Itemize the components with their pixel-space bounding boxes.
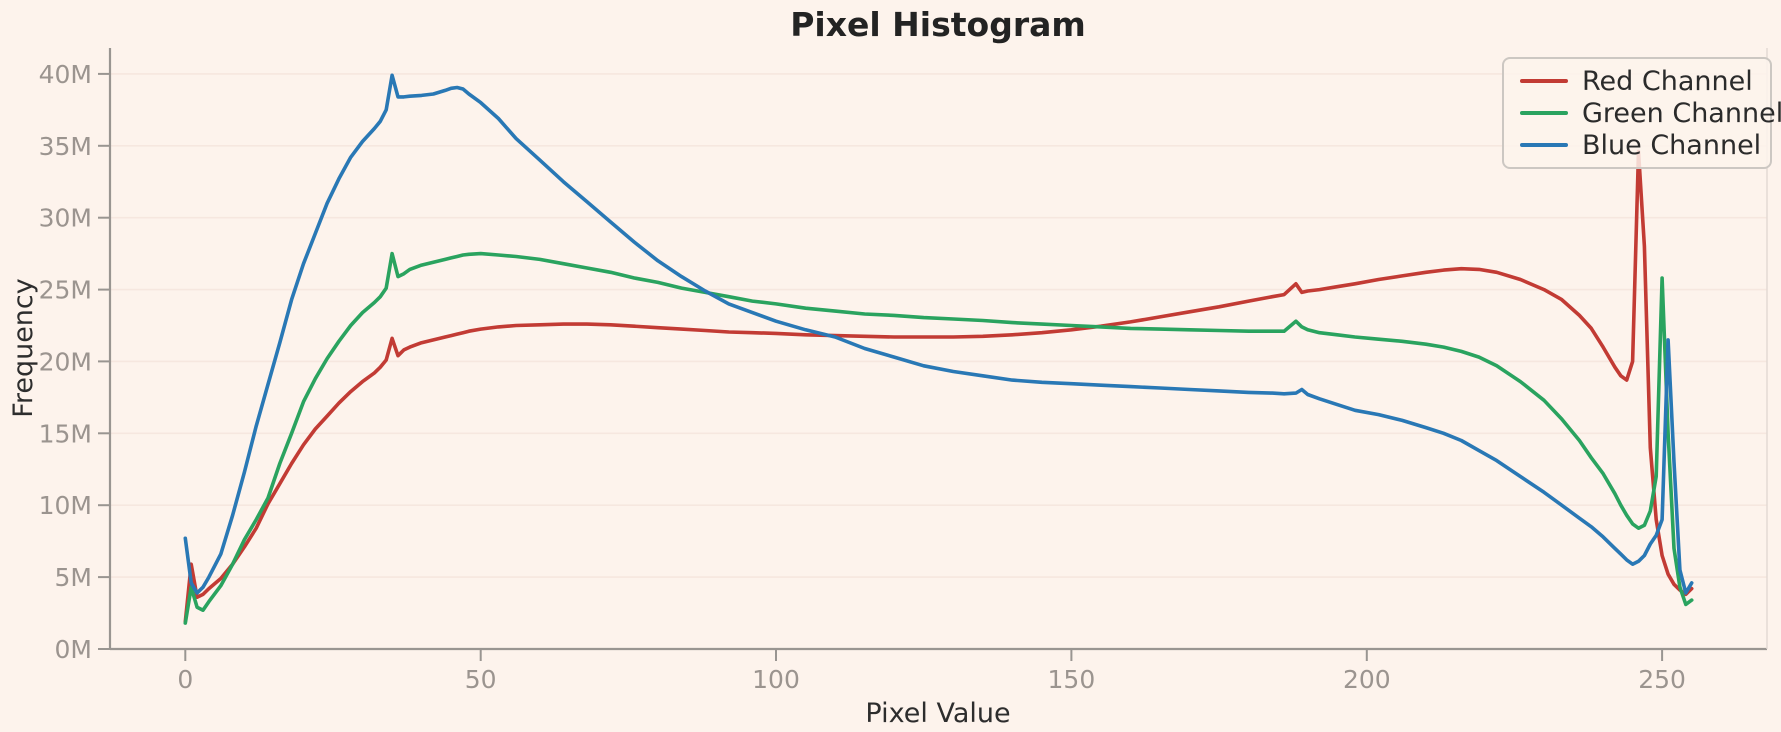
x-tick-label: 150 [1048,665,1096,694]
legend-label-blue: Blue Channel [1582,129,1762,161]
legend-label-red: Red Channel [1582,65,1753,97]
series-line-green-channel [183,251,1694,625]
x-axis-label: Pixel Value [865,698,1010,729]
legend-item-blue: Blue Channel [1520,132,1764,159]
series-line-blue-channel [183,73,1694,595]
y-axis-label: Frequency [8,278,39,418]
y-tick-label: 20M [39,347,92,376]
x-tick-label: 100 [752,665,800,694]
axes: 0M 5M 10M 15M 20M 25M 30M 35M 40M 0 50 100 150 200 250 [39,48,1768,694]
y-tick-label: 40M [39,60,92,89]
legend-item-red: Red Channel [1520,68,1764,95]
blue-line-swatch [1520,143,1568,147]
x-tick-label: 250 [1638,665,1686,694]
y-tick-label: 25M [39,276,92,305]
legend-item-green: Green Channel [1520,100,1781,127]
y-tick-label: 5M [55,563,92,592]
legend-label-green: Green Channel [1582,97,1781,129]
y-tick-label: 10M [39,491,92,520]
green-line-swatch [1520,111,1568,115]
chart-title: Pixel Histogram [790,5,1086,44]
y-tick-label: 0M [55,635,92,664]
chart-series [183,73,1694,625]
series-line-red-channel [183,149,1694,624]
red-line-swatch [1520,79,1568,83]
y-tick-label: 15M [39,419,92,448]
x-tick-label: 50 [465,665,497,694]
x-tick-label: 200 [1343,665,1391,694]
legend: Red Channel Green Channel Blue Channel [1502,57,1781,169]
y-tick-label: 35M [39,132,92,161]
y-tick-label: 30M [39,204,92,233]
x-tick-label: 0 [177,665,193,694]
